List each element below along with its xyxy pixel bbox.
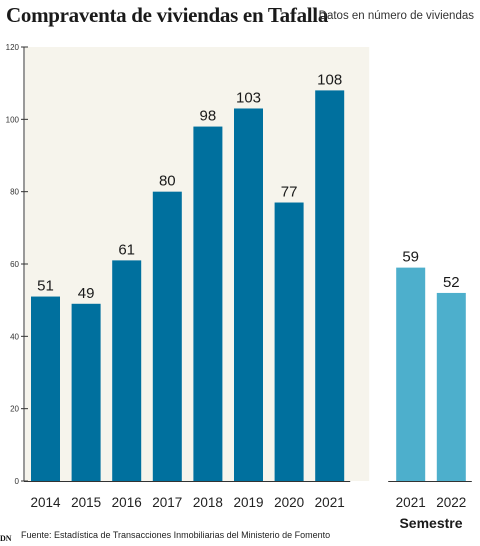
x-tick-label: 2017 (152, 495, 182, 510)
chart-subtitle: Datos en número de viviendas (318, 10, 474, 22)
bar (112, 260, 142, 481)
x-axis: 2014 2015 2016 2017 2018 2019 2020 2021 2021 2022… (24, 481, 472, 531)
bar-value-label: 77 (281, 184, 298, 201)
x-tick-label: 2020 (274, 495, 304, 510)
x-tick-label: 2022 (436, 495, 466, 510)
source-note: Fuente: Estadística de Transacciones Inm… (21, 530, 331, 540)
bars: 51 49 61 80 98 103 77 108 59 52 (31, 71, 466, 482)
y-tick-label: 80 (10, 188, 19, 197)
bar (315, 90, 345, 482)
y-tick-label: 100 (6, 115, 20, 124)
bar (152, 191, 182, 481)
bar-value-label: 98 (200, 108, 217, 125)
bar-value-label: 59 (402, 249, 419, 266)
y-tick-label: 40 (10, 332, 19, 341)
group-label: Semestre (399, 515, 462, 531)
x-tick-label: 2021 (315, 495, 345, 510)
bar (193, 126, 223, 482)
x-tick-label: 2015 (71, 495, 101, 510)
x-tick-label: 2014 (30, 495, 61, 510)
bar-value-label: 108 (317, 71, 342, 88)
x-tick-label: 2019 (233, 495, 263, 510)
publisher-logo: DN (0, 534, 12, 543)
bar (396, 267, 426, 481)
y-tick-label: 120 (6, 43, 20, 52)
x-tick-label: 2018 (193, 495, 223, 510)
bar-value-label: 61 (118, 241, 135, 258)
y-tick-label: 20 (10, 405, 19, 414)
bar-value-label: 52 (443, 274, 460, 291)
x-tick-label: 2021 (396, 495, 426, 510)
bar (71, 303, 101, 481)
y-tick-label: 0 (15, 477, 20, 486)
bar (234, 108, 263, 481)
bar-value-label: 49 (78, 285, 95, 302)
bar-value-label: 103 (236, 89, 261, 106)
bar-value-label: 51 (37, 278, 54, 295)
bar-value-label: 80 (159, 173, 176, 190)
bar (274, 202, 304, 481)
bar (31, 296, 60, 481)
bar (436, 292, 466, 481)
y-axis: 0 20 40 60 80 100 120 (6, 43, 28, 486)
chart-title: Compraventa de viviendas en Tafalla (6, 3, 329, 27)
y-tick-label: 60 (10, 260, 19, 269)
x-tick-label: 2016 (112, 495, 142, 510)
